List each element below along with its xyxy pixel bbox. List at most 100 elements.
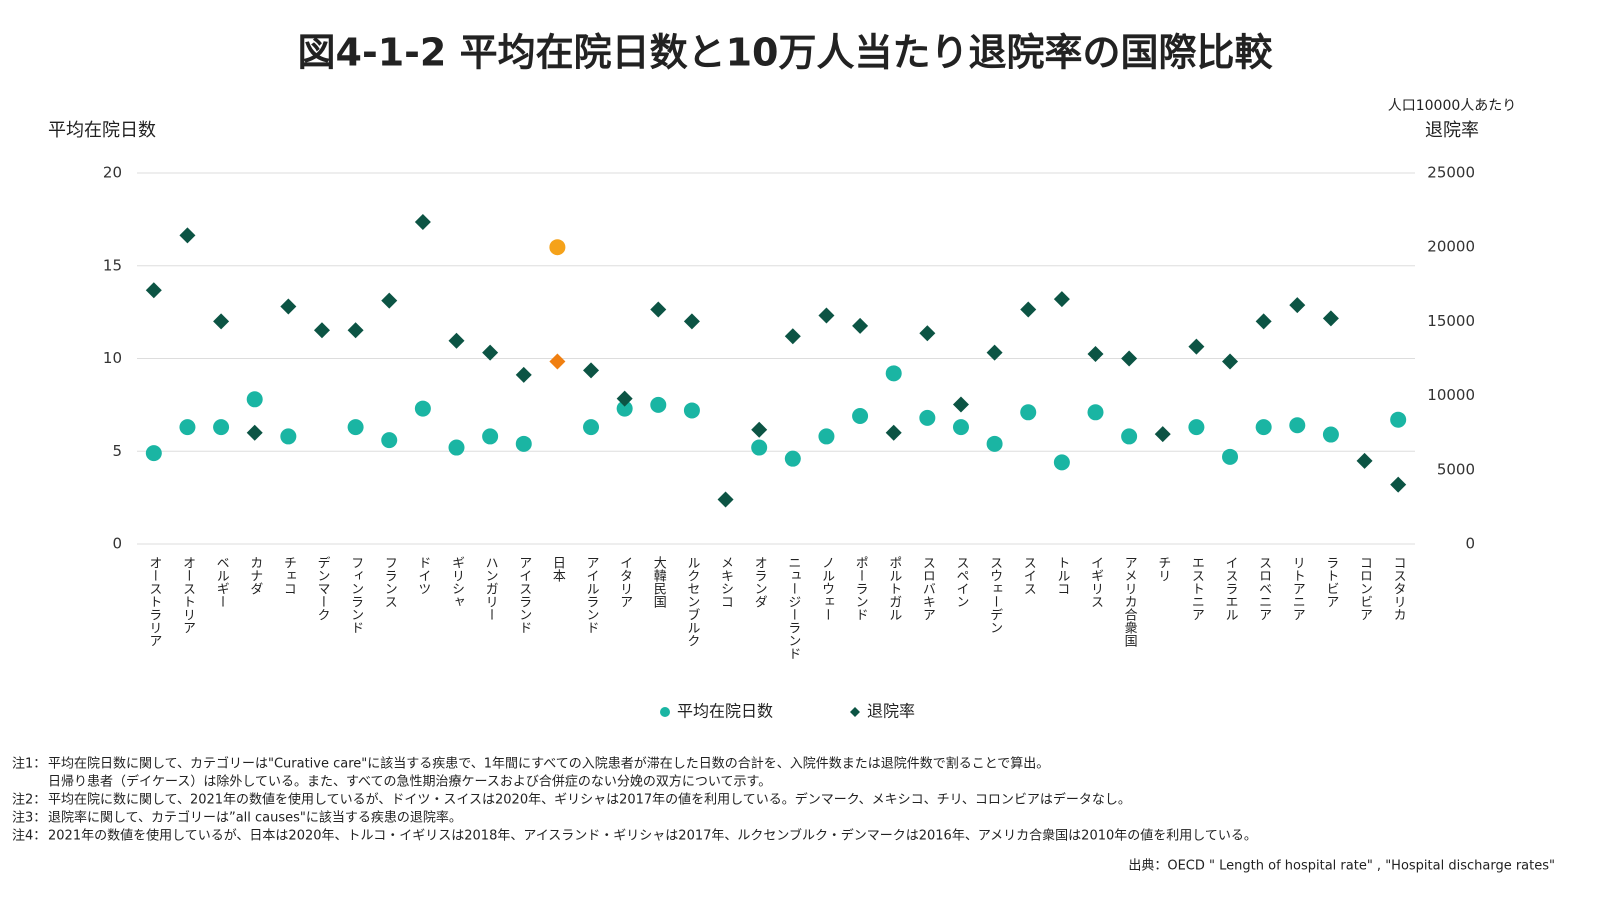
point	[213, 419, 230, 436]
x-tick-label: 日本	[550, 556, 566, 582]
point	[818, 307, 835, 324]
note-text: 平均在院に数に関して、2021年の数値を使用しているが、ドイツ・スイスは2020…	[48, 792, 1131, 808]
note-text: 2021年の数値を使用しているが、日本は2020年、トルコ・イギリスは2018年…	[48, 828, 1257, 844]
legend-marker	[660, 707, 670, 717]
y-axis-label: 平均在院日数	[48, 120, 156, 141]
point	[414, 213, 431, 230]
point	[1053, 291, 1070, 308]
point	[852, 317, 869, 334]
x-tick-label: アイスランド	[516, 556, 531, 634]
x-tick-label: スイス	[1021, 556, 1036, 595]
point	[986, 344, 1003, 361]
y-tick-label: 5	[112, 442, 122, 460]
point	[784, 328, 801, 345]
point	[246, 424, 263, 441]
x-tick-label: ラトビア	[1323, 556, 1338, 608]
point	[145, 282, 162, 299]
y2-axis-label-top: 人口10000人あたり	[1388, 98, 1517, 114]
point	[751, 439, 768, 456]
note-label: 注4：	[12, 829, 46, 844]
y-tick-label: 10	[103, 349, 122, 367]
point	[1121, 350, 1138, 367]
point	[852, 408, 869, 425]
point	[1289, 297, 1306, 314]
point	[986, 435, 1003, 452]
x-tick-label: オランダ	[752, 556, 767, 608]
point	[952, 419, 969, 436]
x-tick-label: ルクセンブルク	[684, 556, 700, 647]
point	[549, 353, 566, 370]
point	[952, 396, 969, 413]
point	[1087, 404, 1104, 421]
point	[1222, 448, 1239, 465]
chart-title: 図4-1-2 平均在院日数と10万人当たり退院率の国際比較	[298, 31, 1274, 75]
point	[246, 391, 263, 408]
note-label: 注3：	[12, 811, 46, 826]
x-tick-label: スペイン	[953, 556, 969, 608]
x-tick-label: スロベニア	[1256, 556, 1272, 621]
x-tick-label: スウェーデン	[987, 556, 1002, 634]
note-label: 注2：	[12, 793, 46, 808]
point	[1222, 353, 1239, 370]
x-tick-label: イスラエル	[1223, 556, 1238, 621]
x-tick-label: スロバキア	[920, 556, 936, 621]
point	[347, 322, 364, 339]
point	[448, 332, 465, 349]
point	[751, 421, 768, 438]
x-tick-label: ポーランド	[853, 556, 868, 621]
note-text: 日帰り患者（デイケース）は除外している。また、すべての急性期治療ケースおよび合併…	[48, 774, 771, 790]
point	[179, 419, 196, 436]
y2-tick-label: 0	[1465, 535, 1475, 553]
point	[1356, 452, 1373, 469]
point	[515, 435, 532, 452]
x-tick-label: メキシコ	[718, 556, 733, 608]
note-label: 注1：	[12, 757, 46, 772]
point	[515, 366, 532, 383]
point	[885, 424, 902, 441]
x-tick-label: ハンガリー	[483, 556, 498, 621]
y2-tick-label: 5000	[1437, 460, 1475, 478]
legend-label: 平均在院日数	[677, 702, 773, 721]
point	[313, 322, 330, 339]
y2-tick-label: 20000	[1427, 238, 1475, 256]
x-tick-label: アイルランド	[584, 556, 599, 634]
note-text: 退院率に関して、カテゴリーは”all causes"に該当する疾患の退院率。	[48, 810, 462, 826]
x-tick-label: オーストラリア	[146, 556, 161, 647]
y2-tick-label: 25000	[1427, 164, 1475, 182]
legend-marker	[850, 707, 860, 717]
x-tick-label: コロンビア	[1357, 556, 1372, 621]
point	[1121, 428, 1138, 445]
y2-tick-label: 15000	[1427, 312, 1475, 330]
x-tick-label: トルコ	[1054, 556, 1069, 595]
x-tick-label: フィンランド	[348, 556, 363, 634]
point	[1322, 426, 1339, 443]
point	[616, 400, 633, 417]
x-tick-label: ノルウェー	[819, 556, 834, 621]
point	[919, 409, 936, 426]
x-tick-label: イギリス	[1088, 556, 1103, 608]
point	[381, 432, 398, 449]
point	[549, 239, 566, 256]
x-tick-label: オーストリア	[180, 556, 195, 634]
y-tick-label: 15	[103, 256, 122, 274]
x-tick-label: カナダ	[247, 556, 262, 595]
y2-tick-label: 10000	[1427, 386, 1475, 404]
x-tick-label: ドイツ	[415, 556, 430, 595]
point	[650, 396, 667, 413]
point	[448, 439, 465, 456]
x-tick-label: チリ	[1155, 556, 1170, 582]
point	[1188, 338, 1205, 355]
point	[583, 362, 600, 379]
point	[1020, 301, 1037, 318]
y-tick-label: 20	[103, 164, 122, 182]
legend-label: 退院率	[867, 702, 915, 721]
x-tick-label: ポルトガル	[886, 556, 901, 621]
point	[145, 445, 162, 462]
point	[650, 301, 667, 318]
point	[1289, 417, 1306, 434]
y2-axis-label: 退院率	[1425, 120, 1479, 141]
point	[1390, 411, 1407, 428]
x-tick-label: エストニア	[1189, 556, 1204, 621]
point	[616, 390, 633, 407]
